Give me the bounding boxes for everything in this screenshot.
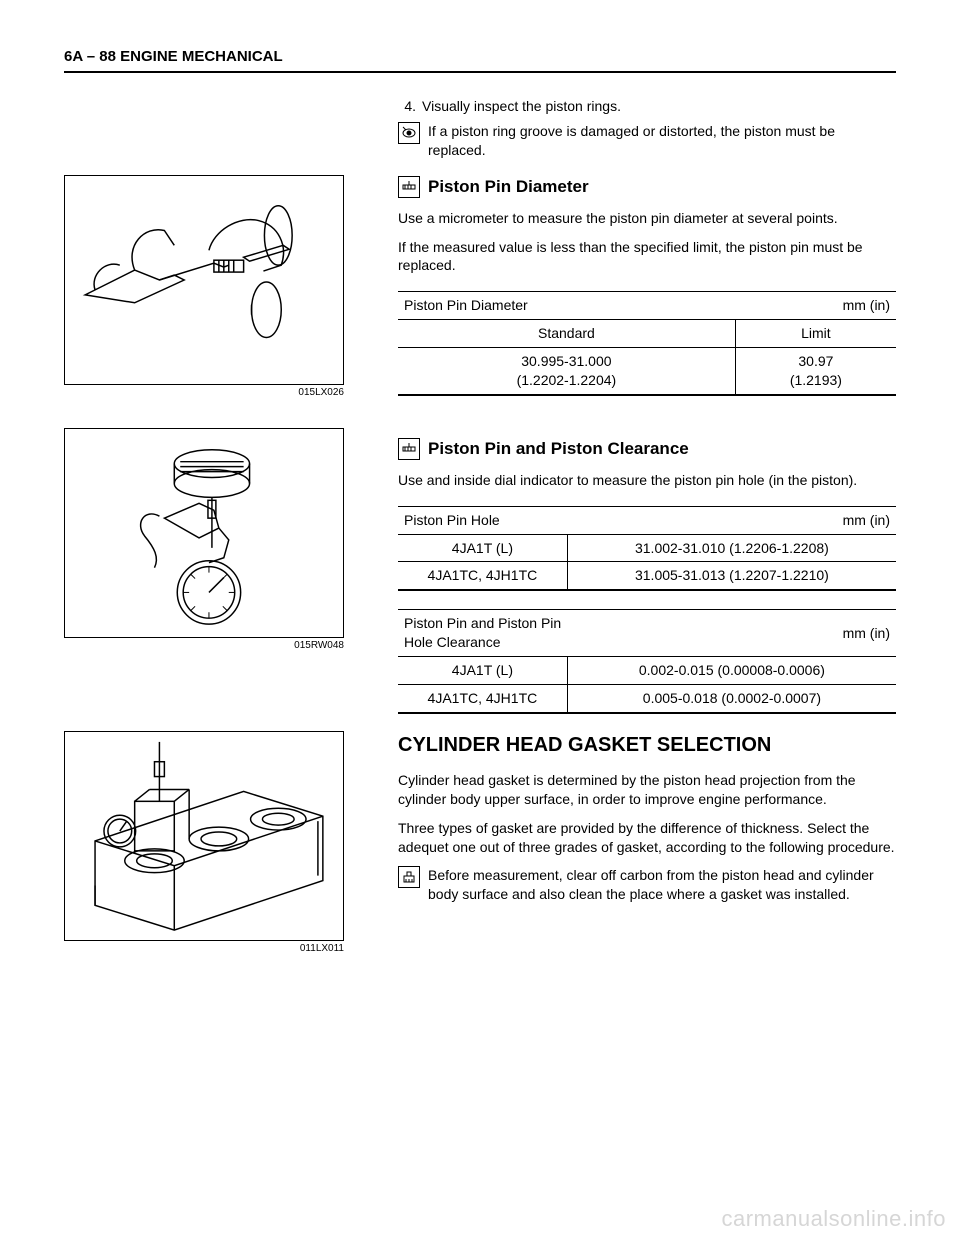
table-header-row: Standard Limit (398, 320, 896, 348)
table-row: 4JA1T (L) 31.002-31.010 (1.2206-1.2208) (398, 534, 896, 562)
table-row: 30.995-31.000 (1.2202-1.2204) 30.97 (1.2… (398, 348, 896, 395)
section3-p2: Three types of gasket are provided by th… (398, 819, 896, 857)
step-4: 4. Visually inspect the piston rings. (398, 97, 896, 116)
table-cell: 4JA1T (L) (398, 534, 567, 562)
note-text-2: Before measurement, clear off carbon fro… (428, 866, 896, 904)
note-row-2: Before measurement, clear off carbon fro… (398, 866, 896, 904)
table-cell: 0.002-0.015 (0.00008-0.0006) (567, 657, 896, 685)
table-row: 4JA1T (L) 0.002-0.015 (0.00008-0.0006) (398, 657, 896, 685)
section2-p1: Use and inside dial indicator to measure… (398, 471, 896, 490)
note-text-1: If a piston ring groove is damaged or di… (428, 122, 896, 160)
section-title-2: Piston Pin and Piston Clearance (428, 438, 689, 461)
page-header: 6A – 88 ENGINE MECHANICAL (64, 48, 896, 73)
table-cell: 0.005-0.018 (0.0002-0.0007) (567, 685, 896, 713)
table-cell: 30.97 (1.2193) (735, 348, 896, 395)
table-title-row: Piston Pin Diameter mm (in) (398, 292, 896, 320)
table-header-standard: Standard (398, 320, 735, 348)
section1-p2: If the measured value is less than the s… (398, 238, 896, 276)
table-row: 4JA1TC, 4JH1TC 31.005-31.013 (1.2207-1.2… (398, 562, 896, 590)
watermark: carmanualsonline.info (721, 1206, 946, 1232)
section-heading-1: Piston Pin Diameter (398, 176, 896, 199)
section-title-3: CYLINDER HEAD GASKET SELECTION (398, 732, 896, 759)
section-heading-2: Piston Pin and Piston Clearance (398, 438, 896, 461)
table-unit: mm (in) (567, 506, 896, 534)
table-title: Piston Pin Diameter (398, 292, 735, 320)
table-title-row: Piston Pin and Piston Pin Hole Clearance… (398, 610, 896, 657)
table-title-row: Piston Pin Hole mm (in) (398, 506, 896, 534)
section1-p1: Use a micrometer to measure the piston p… (398, 209, 896, 228)
table-piston-pin-clearance: Piston Pin and Piston Pin Hole Clearance… (398, 609, 896, 714)
table-header-limit: Limit (735, 320, 896, 348)
section-title-1: Piston Pin Diameter (428, 176, 589, 199)
table-unit: mm (in) (567, 610, 896, 657)
figure-micrometer (64, 175, 344, 385)
table-cell: 4JA1T (L) (398, 657, 567, 685)
left-column: 015LX026 (64, 97, 374, 984)
table-piston-pin-diameter: Piston Pin Diameter mm (in) Standard Lim… (398, 291, 896, 396)
figure-dial-indicator (64, 428, 344, 638)
table-title: Piston Pin and Piston Pin Hole Clearance (398, 610, 567, 657)
table-cell: 4JA1TC, 4JH1TC (398, 685, 567, 713)
figure-caption-2: 015RW048 (64, 640, 344, 651)
table-unit: mm (in) (735, 292, 896, 320)
content-area: 015LX026 (64, 97, 896, 984)
table-title: Piston Pin Hole (398, 506, 567, 534)
measure-icon (398, 438, 420, 460)
table-cell: 31.002-31.010 (1.2206-1.2208) (567, 534, 896, 562)
step-number: 4. (398, 97, 416, 116)
eye-icon (398, 122, 420, 144)
right-column: 4. Visually inspect the piston rings. If… (398, 97, 896, 984)
figure-cylinder-block (64, 731, 344, 941)
measure-icon (398, 176, 420, 198)
table-row: 4JA1TC, 4JH1TC 0.005-0.018 (0.0002-0.000… (398, 685, 896, 713)
table-cell: 31.005-31.013 (1.2207-1.2210) (567, 562, 896, 590)
table-piston-pin-hole: Piston Pin Hole mm (in) 4JA1T (L) 31.002… (398, 506, 896, 592)
note-row-1: If a piston ring groove is damaged or di… (398, 122, 896, 160)
section3-p1: Cylinder head gasket is determined by th… (398, 771, 896, 809)
figure-caption-1: 015LX026 (64, 387, 344, 398)
page-header-text: 6A – 88 ENGINE MECHANICAL (64, 48, 283, 65)
table-cell: 4JA1TC, 4JH1TC (398, 562, 567, 590)
step-text: Visually inspect the piston rings. (422, 97, 621, 116)
clean-icon (398, 866, 420, 888)
table-cell: 30.995-31.000 (1.2202-1.2204) (398, 348, 735, 395)
figure-caption-3: 011LX011 (64, 943, 344, 954)
